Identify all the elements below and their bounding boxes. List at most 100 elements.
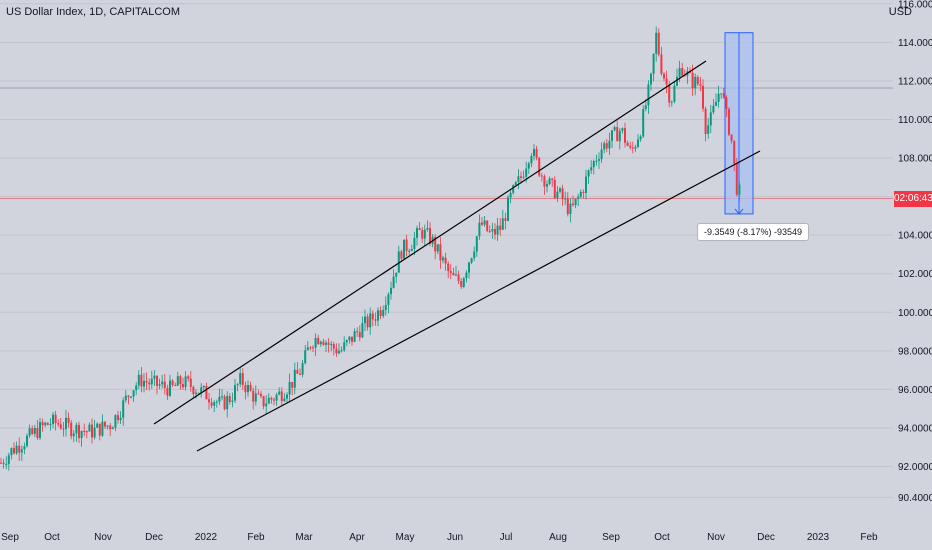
candle-body [252,390,255,402]
x-tick-label: Feb [860,532,878,543]
candle-body [234,385,236,401]
candle-body [247,384,249,393]
candle-body [280,391,283,402]
candle-body [512,185,515,193]
lower-trendline [196,150,761,452]
candle-body [712,105,715,113]
candle-body [293,369,296,388]
candle-body [410,248,413,251]
candle-body [520,176,522,178]
candle-body [678,68,681,77]
y-axis[interactable]: 118.0000116.0000114.0000112.0000110.0000… [898,0,932,504]
candle-body [366,316,369,328]
candle-body [44,422,47,426]
candle-body [455,274,457,276]
upper-trendline [153,60,707,425]
candle-body [117,415,119,421]
candle-body [20,449,23,453]
candle-body [681,68,684,76]
candle-body [462,278,465,287]
candle-body [486,220,489,232]
x-axis[interactable]: Sep Oct Nov Dec 2022 Feb Mar Apr May Jun Jul Aug Sep… [1,532,878,543]
candle-body [137,374,140,386]
candle-body [200,387,203,393]
candle-body [306,347,309,351]
candle-body [676,76,678,86]
candle-body [46,422,49,425]
candle-body [696,76,699,85]
candle-body [265,403,268,407]
candle-body [236,384,239,386]
candle-body [335,348,338,354]
candle-body [400,251,403,259]
candle-body [618,130,621,142]
candle-body [241,373,244,386]
candle-body [434,236,437,252]
candle-body [75,424,78,434]
candle-body [70,422,73,437]
candle-body [106,425,109,427]
candle-body [254,393,257,402]
y-tick-label: 94.0000 [898,423,932,434]
candle-body [270,397,273,400]
candle-body [447,263,450,272]
y-tick-label: 110.0000 [898,115,932,126]
y-tick-label: 92.0000 [898,462,932,473]
candle-body [639,136,642,140]
candle-body [78,424,80,439]
x-tick-label: Jul [500,532,513,543]
candle-body [470,258,473,263]
candle-body [377,310,379,321]
candles [0,26,741,471]
candle-body [202,385,205,388]
candle-body [33,427,36,434]
candle-body [275,394,278,401]
candle-body [322,341,325,345]
candle-body [195,392,197,395]
candle-body [163,381,166,388]
y-tick-label: 100.0000 [898,308,932,319]
candle-body [374,319,377,321]
measure-arrowhead [734,208,744,215]
measure-label: -9.3549 (-8.17%) -93549 [697,222,810,241]
candle-body [182,384,184,388]
candle-body [39,422,41,439]
candle-body [611,130,613,141]
x-tick-label: Oct [654,532,670,543]
candle-body [416,228,418,238]
candle-body [317,337,320,345]
candle-body [7,455,10,464]
candle-body [717,93,720,102]
candle-body [392,276,395,288]
candle-body [228,396,231,402]
candle-body [213,402,216,406]
trendlines[interactable] [153,60,761,452]
reference-lines [0,87,893,199]
candle-body [189,378,192,387]
candle-body [2,462,5,465]
candle-body [436,244,439,252]
candle-body [31,428,34,434]
candle-body [348,336,351,341]
candle-body [387,294,390,305]
candle-body [722,93,725,98]
candle-body [111,427,114,430]
candle-body [691,72,694,89]
candle-body [613,127,616,131]
candle-body [54,414,57,424]
candle-body [501,218,504,230]
candle-body [439,244,442,261]
candle-body [356,331,359,333]
candle-body [260,394,262,397]
candle-body [291,381,294,388]
candle-body [657,32,660,55]
candle-body [499,225,502,230]
candle-body [98,423,101,436]
candle-body [582,191,585,193]
candle-body [603,143,606,150]
candle-body [135,385,138,391]
candle-body [735,163,738,195]
candle-body [143,380,145,387]
y-tick-label: 104.0000 [898,231,932,242]
